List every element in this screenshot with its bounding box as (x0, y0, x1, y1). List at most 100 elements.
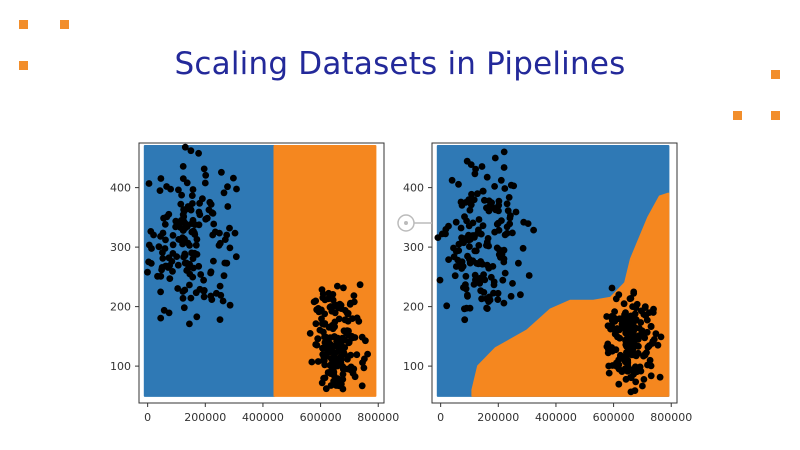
data-point (220, 189, 228, 197)
data-point (175, 186, 182, 194)
data-point (510, 182, 518, 190)
data-point (443, 302, 451, 310)
data-point (201, 179, 209, 187)
decorative-square (19, 20, 28, 29)
slide-title: Scaling Datasets in Pipelines (174, 46, 626, 82)
data-point (224, 203, 232, 210)
data-point (200, 165, 208, 173)
data-point (485, 197, 493, 205)
data-point (467, 201, 475, 209)
data-point (328, 360, 336, 368)
x-tick-label: 600000 (300, 411, 342, 424)
data-point (342, 329, 350, 337)
data-point (186, 320, 193, 328)
data-point (641, 350, 649, 358)
data-point (491, 154, 499, 162)
data-point (525, 272, 533, 279)
data-point (314, 358, 322, 365)
data-point (452, 263, 460, 270)
data-point (605, 369, 613, 377)
data-point (615, 291, 623, 299)
data-point (220, 272, 228, 280)
data-point (319, 351, 327, 358)
data-point (530, 226, 537, 234)
x-tick-label: 600000 (593, 411, 635, 424)
data-point (175, 236, 183, 243)
x-tick-label: 0 (144, 411, 151, 424)
data-point (337, 301, 345, 309)
data-point (314, 335, 322, 343)
decorative-square (733, 111, 742, 120)
data-point (457, 198, 465, 206)
data-point (200, 293, 208, 301)
data-point (452, 218, 460, 226)
data-point (340, 284, 347, 292)
data-point (344, 355, 351, 363)
data-point (475, 216, 483, 223)
y-tick-label: 400 (403, 182, 424, 195)
data-point (334, 282, 341, 290)
data-point (318, 379, 326, 387)
data-point (503, 229, 511, 237)
data-point (477, 230, 485, 238)
data-point (629, 303, 636, 310)
data-point (334, 334, 342, 342)
data-point (210, 220, 218, 228)
data-point (181, 143, 189, 151)
data-point (195, 149, 203, 157)
data-point (150, 231, 158, 239)
data-point (231, 229, 239, 237)
data-point (646, 356, 654, 364)
data-point (224, 183, 231, 191)
data-point (331, 323, 338, 331)
data-point (360, 364, 368, 372)
data-point (512, 208, 520, 216)
data-point (192, 289, 200, 297)
data-point (330, 302, 338, 310)
data-point (179, 294, 187, 302)
data-point (316, 326, 324, 334)
data-point (639, 382, 646, 390)
data-point (448, 176, 456, 184)
data-point (179, 163, 187, 170)
data-point (308, 358, 316, 366)
data-point (485, 203, 493, 211)
data-point (221, 236, 229, 244)
decision-region-b (471, 192, 670, 397)
data-point (197, 271, 205, 278)
data-point (358, 382, 366, 390)
data-point (476, 280, 484, 287)
decorative-square (60, 20, 69, 29)
point-cluster-2 (603, 284, 665, 396)
data-point (186, 242, 193, 249)
data-point (493, 244, 501, 252)
axes-frame (431, 142, 678, 404)
data-point (483, 242, 490, 249)
data-point (208, 296, 216, 303)
data-point (436, 276, 444, 284)
point-cluster-1 (144, 143, 240, 328)
data-point (180, 304, 188, 312)
data-point (500, 258, 508, 266)
data-point (479, 187, 487, 195)
data-point (491, 183, 498, 190)
data-point (213, 289, 220, 297)
data-point (478, 163, 486, 170)
data-point (463, 304, 470, 312)
x-tick-label: 400000 (535, 411, 577, 424)
data-point (169, 241, 177, 249)
data-point (483, 173, 491, 181)
data-point (517, 291, 524, 299)
data-point (306, 330, 314, 337)
data-point (179, 240, 187, 248)
data-point (189, 186, 197, 193)
data-point (458, 258, 466, 266)
data-point (226, 301, 234, 309)
data-point (183, 259, 190, 267)
data-point (468, 190, 475, 198)
data-point (500, 299, 508, 307)
data-point (625, 318, 633, 326)
data-point (166, 275, 174, 282)
data-point (621, 358, 629, 366)
